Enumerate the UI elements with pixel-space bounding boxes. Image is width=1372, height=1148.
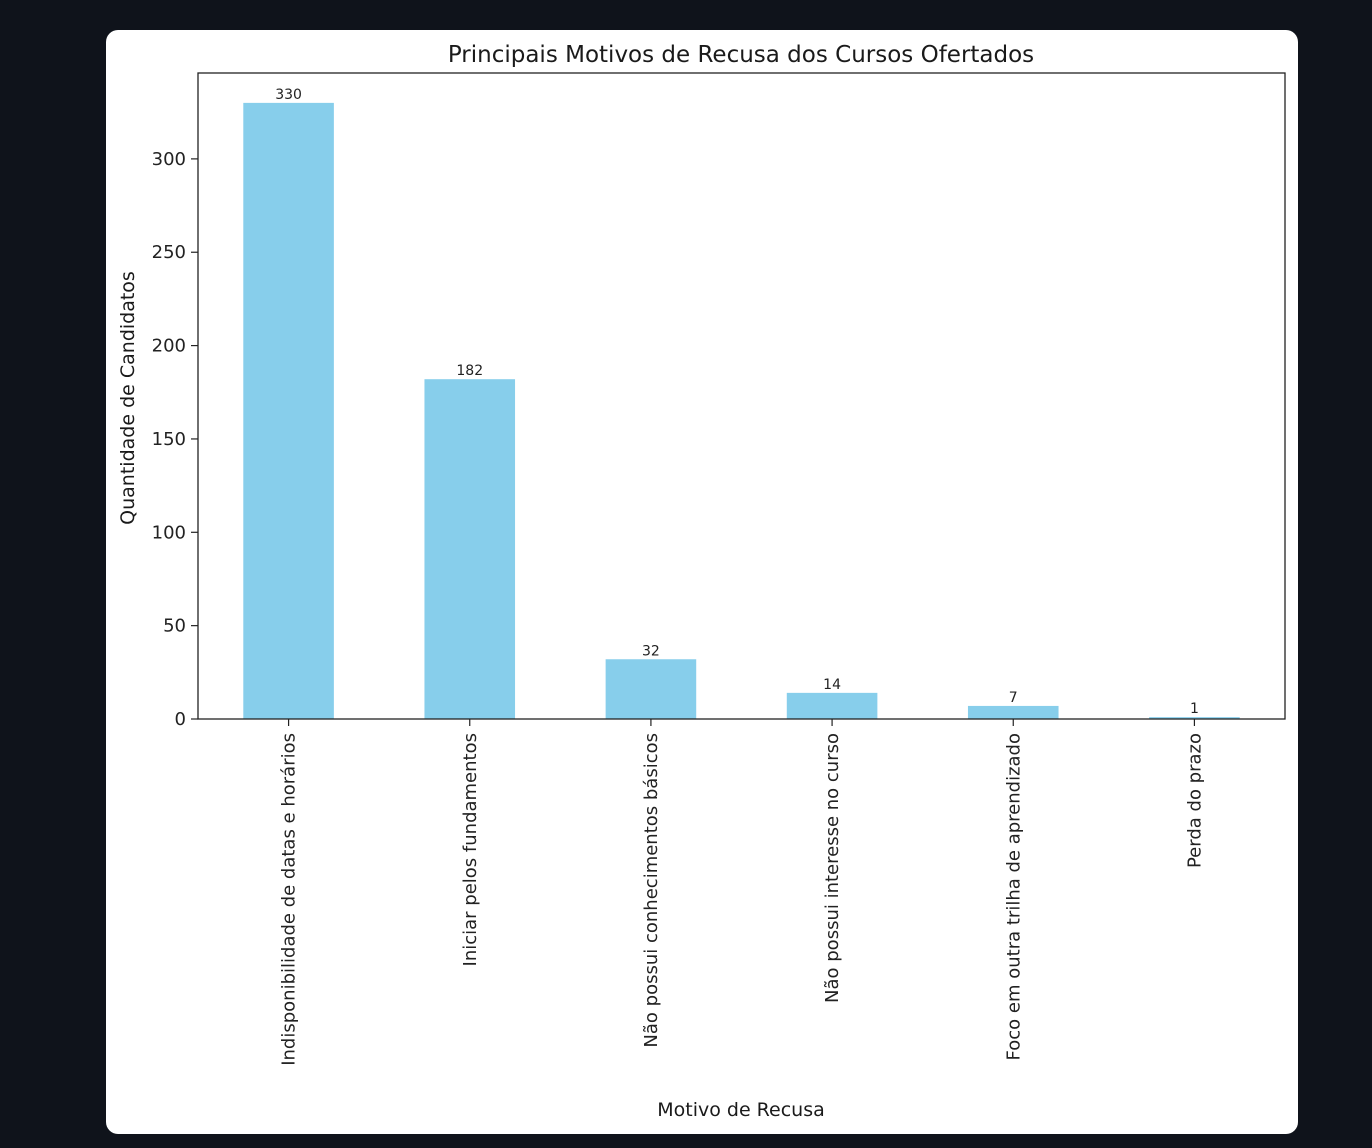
x-tick-label: Foco em outra trilha de aprendizado: [1003, 733, 1024, 1060]
data-label: 7: [1009, 690, 1018, 706]
bar-chart: Principais Motivos de Recusa dos Cursos …: [117, 42, 1286, 1121]
data-label: 14: [823, 677, 841, 693]
data-label: 32: [642, 643, 660, 659]
bar: [424, 379, 516, 719]
x-tick-label: Não possui interesse no curso: [822, 733, 843, 1003]
bar: [1149, 717, 1240, 719]
y-tick-label: 50: [163, 616, 186, 637]
y-tick-label: 250: [152, 242, 186, 263]
data-label: 182: [456, 363, 483, 379]
y-tick-label: 100: [152, 522, 186, 543]
x-tick-label: Perda do prazo: [1184, 733, 1205, 868]
x-axis-title: Motivo de Recusa: [657, 1099, 825, 1121]
y-tick-label: 150: [152, 429, 186, 450]
y-tick-label: 200: [152, 336, 186, 357]
bar: [243, 102, 334, 720]
x-tick-label: Iniciar pelos fundamentos: [460, 733, 481, 966]
x-tick-label: Indisponibilidade de datas e horários: [279, 733, 300, 1066]
plot-area: 330 182 32 14 7 1 0 50 100 150 200 250 300 Indisponib…: [152, 72, 1286, 1066]
data-label: 1: [1190, 701, 1199, 717]
data-label: 330: [275, 87, 302, 103]
chart-title: Principais Motivos de Recusa dos Cursos …: [448, 42, 1034, 68]
x-tick-label: Não possui conhecimentos básicos: [641, 733, 662, 1048]
bar: [967, 705, 1059, 719]
figure-card: Principais Motivos de Recusa dos Cursos …: [106, 30, 1298, 1134]
plot-frame: [197, 72, 1286, 720]
y-tick-label: 300: [152, 149, 186, 170]
bar: [605, 659, 697, 719]
y-tick-label: 0: [175, 709, 186, 730]
y-axis-title: Quantidade de Candidatos: [117, 271, 139, 525]
bar: [786, 692, 878, 719]
